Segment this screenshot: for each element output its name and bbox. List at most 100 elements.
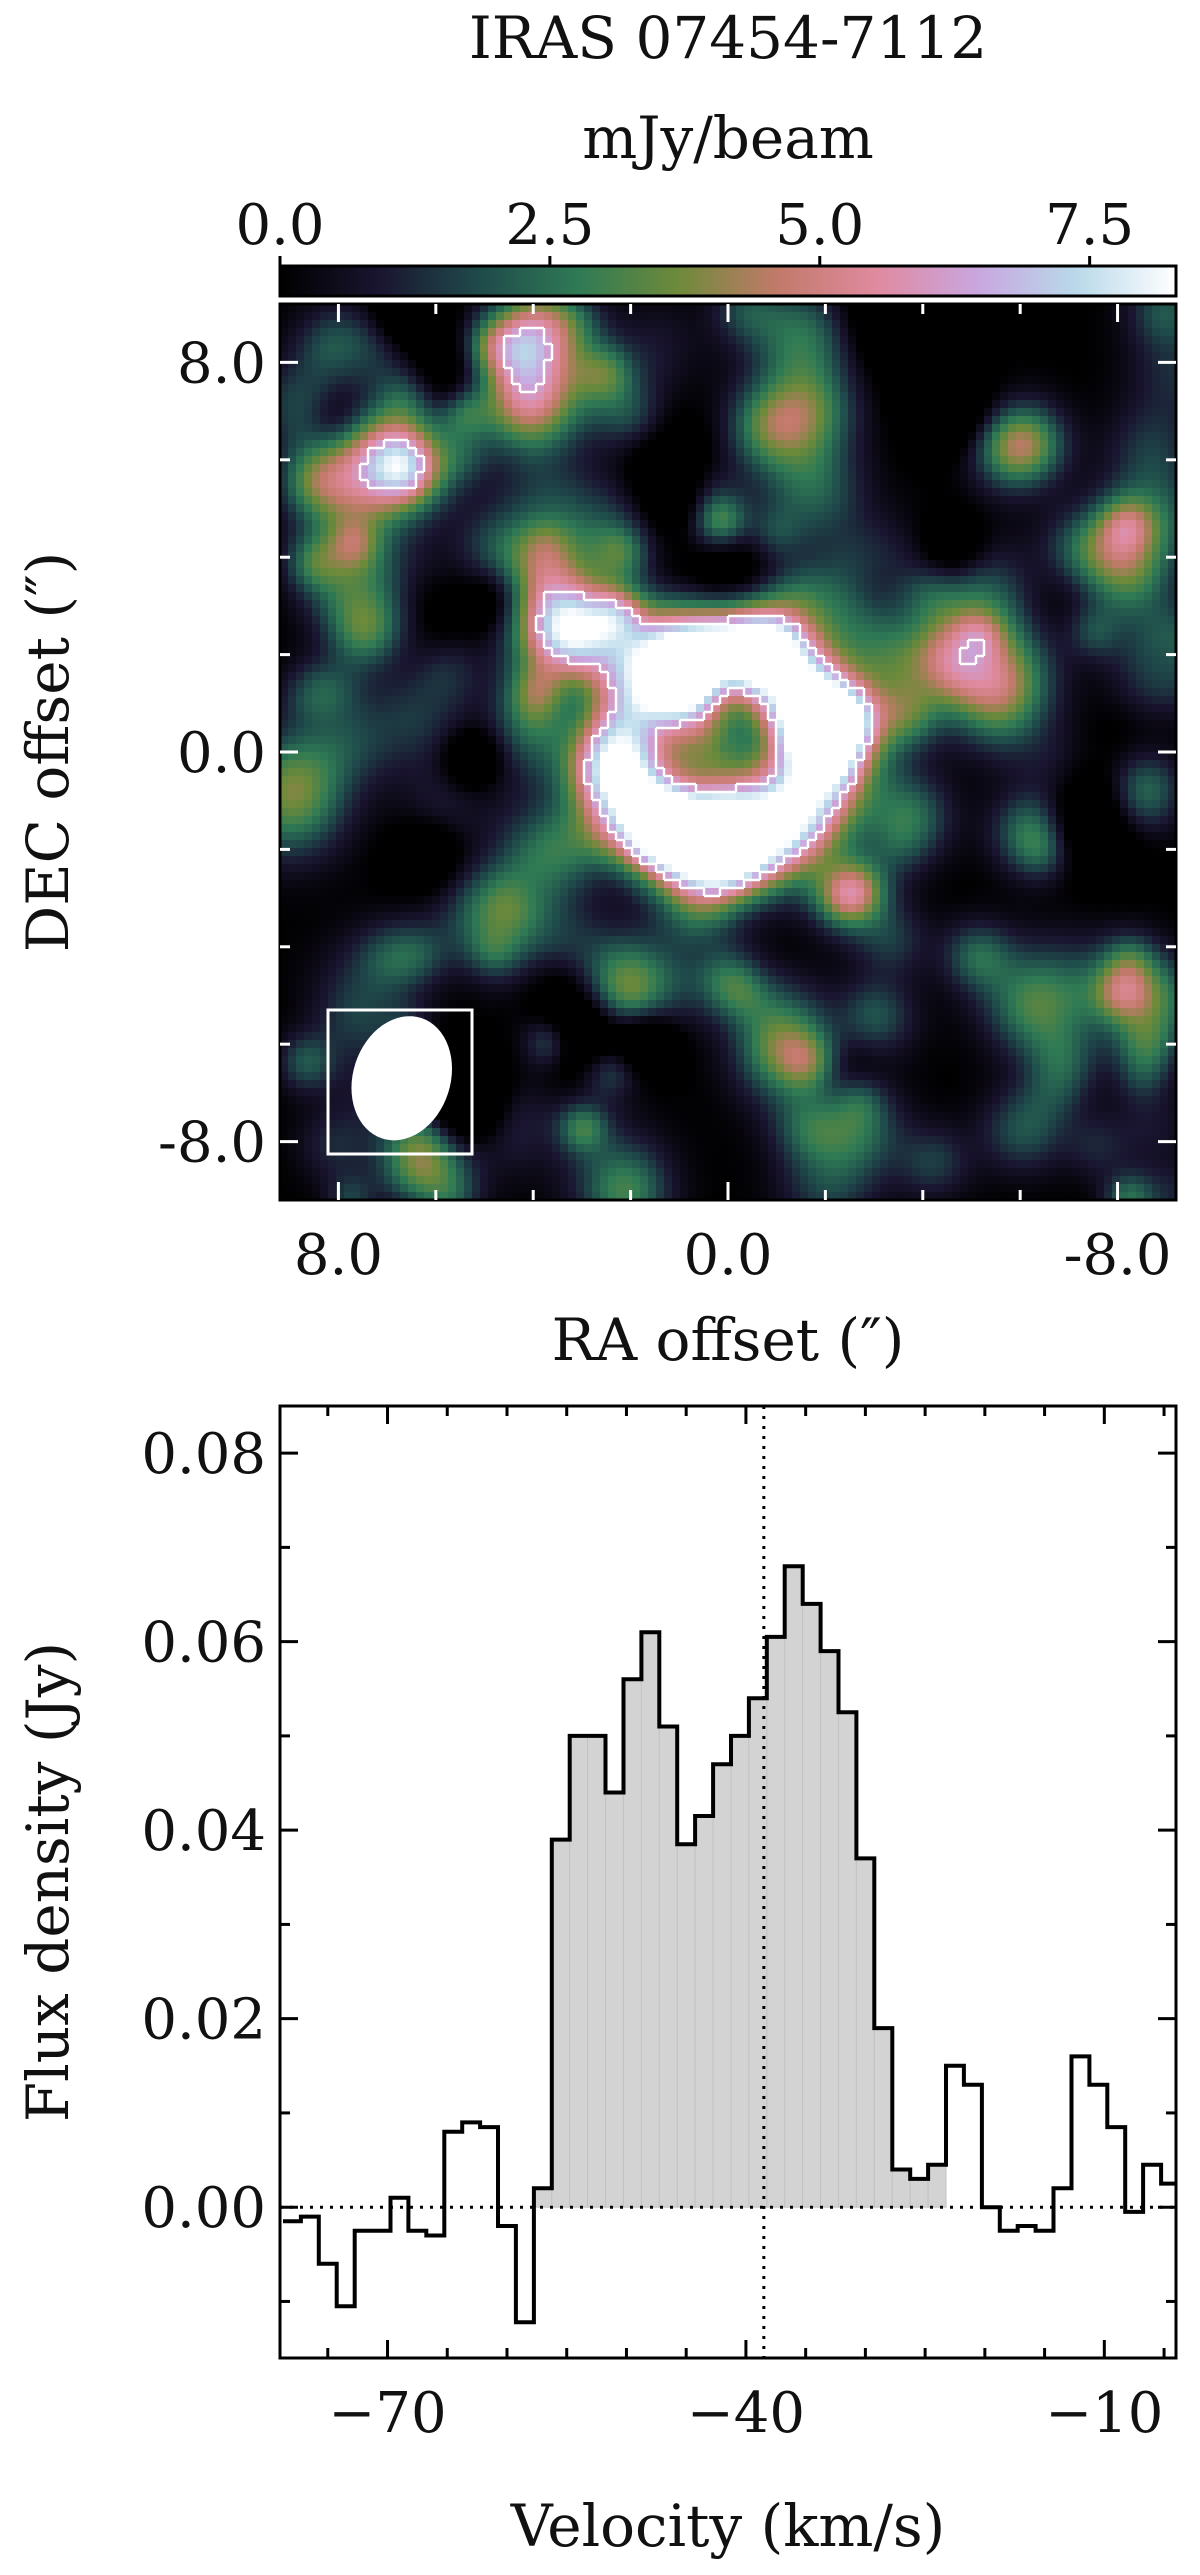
map-pixel — [768, 488, 777, 497]
map-pixel — [704, 360, 713, 369]
map-pixel — [1048, 376, 1057, 385]
map-pixel — [736, 608, 745, 617]
map-pixel — [816, 480, 825, 489]
map-pixel — [784, 640, 793, 649]
map-pixel — [1160, 624, 1169, 633]
map-pixel — [608, 440, 617, 449]
map-pixel — [504, 472, 513, 481]
map-pixel — [664, 528, 673, 537]
map-pixel — [1040, 560, 1049, 569]
map-pixel — [936, 328, 945, 337]
map-pixel — [984, 568, 993, 577]
map-pixel — [808, 368, 817, 377]
map-pixel — [1168, 544, 1176, 553]
map-pixel — [616, 584, 625, 593]
map-pixel — [1088, 608, 1097, 617]
map-pixel — [744, 600, 753, 609]
map-pixel — [632, 360, 641, 369]
map-pixel — [512, 368, 521, 377]
map-pixel — [1104, 424, 1113, 433]
map-pixel — [952, 512, 961, 521]
map-pixel — [1064, 328, 1073, 337]
map-pixel — [704, 472, 713, 481]
map-pixel — [1152, 320, 1161, 329]
map-pixel — [456, 424, 465, 433]
map-pixel — [880, 512, 889, 521]
map-pixel — [608, 360, 617, 369]
map-pixel — [288, 448, 297, 457]
map-pixel — [1048, 504, 1057, 513]
map-pixel — [1048, 448, 1057, 457]
map-pixel — [360, 560, 369, 569]
map-pixel — [344, 624, 353, 633]
map-pixel — [992, 472, 1001, 481]
map-pixel — [368, 568, 377, 577]
map-pixel — [720, 464, 729, 473]
map-pixel — [1152, 528, 1161, 537]
map-pixel — [584, 312, 593, 321]
map-pixel — [1144, 560, 1153, 569]
map-pixel — [664, 304, 673, 313]
map-pixel — [1080, 360, 1089, 369]
map-pixel — [1008, 632, 1017, 641]
map-pixel — [568, 416, 577, 425]
map-pixel — [832, 552, 841, 561]
map-pixel — [1008, 616, 1017, 625]
map-pixel — [520, 440, 529, 449]
map-pixel — [576, 560, 585, 569]
map-pixel — [312, 320, 321, 329]
map-pixel — [328, 600, 337, 609]
map-pixel — [448, 656, 457, 665]
map-pixel — [472, 640, 481, 649]
map-pixel — [312, 600, 321, 609]
map-pixel — [856, 416, 865, 425]
map-pixel — [1088, 544, 1097, 553]
map-pixel — [520, 368, 529, 377]
map-pixel — [952, 344, 961, 353]
map-pixel — [1000, 544, 1009, 553]
map-pixel — [600, 360, 609, 369]
map-pixel — [824, 640, 833, 649]
map-pixel — [480, 440, 489, 449]
map-pixel — [720, 432, 729, 441]
map-pixel — [480, 376, 489, 385]
map-pixel — [1072, 304, 1081, 313]
map-pixel — [488, 416, 497, 425]
map-pixel — [584, 584, 593, 593]
map-pixel — [752, 560, 761, 569]
map-pixel — [912, 312, 921, 321]
map-pixel — [560, 456, 569, 465]
map-pixel — [1120, 496, 1129, 505]
map-pixel — [376, 352, 385, 361]
map-pixel — [560, 632, 569, 641]
map-pixel — [1072, 328, 1081, 337]
map-pixel — [1000, 384, 1009, 393]
map-pixel — [776, 400, 785, 409]
map-pixel — [776, 600, 785, 609]
map-pixel — [872, 368, 881, 377]
map-pixel — [384, 576, 393, 585]
map-pixel — [680, 536, 689, 545]
map-pixel — [456, 416, 465, 425]
map-pixel — [328, 560, 337, 569]
map-pixel — [1152, 312, 1161, 321]
map-pixel — [1120, 544, 1129, 553]
map-pixel — [552, 552, 561, 561]
map-pixel — [304, 552, 313, 561]
map-pixel — [384, 360, 393, 369]
map-pixel — [1112, 464, 1121, 473]
map-pixel — [952, 536, 961, 545]
map-pixel — [720, 504, 729, 513]
map-pixel — [1080, 568, 1089, 577]
map-pixel — [336, 440, 345, 449]
map-pixel — [552, 376, 561, 385]
map-pixel — [872, 384, 881, 393]
map-pixel — [360, 496, 369, 505]
map-pixel — [1152, 568, 1161, 577]
map-pixel — [400, 464, 409, 473]
map-pixel — [352, 480, 361, 489]
map-pixel — [760, 456, 769, 465]
map-pixel — [1032, 456, 1041, 465]
map-pixel — [1104, 408, 1113, 417]
map-pixel — [632, 480, 641, 489]
